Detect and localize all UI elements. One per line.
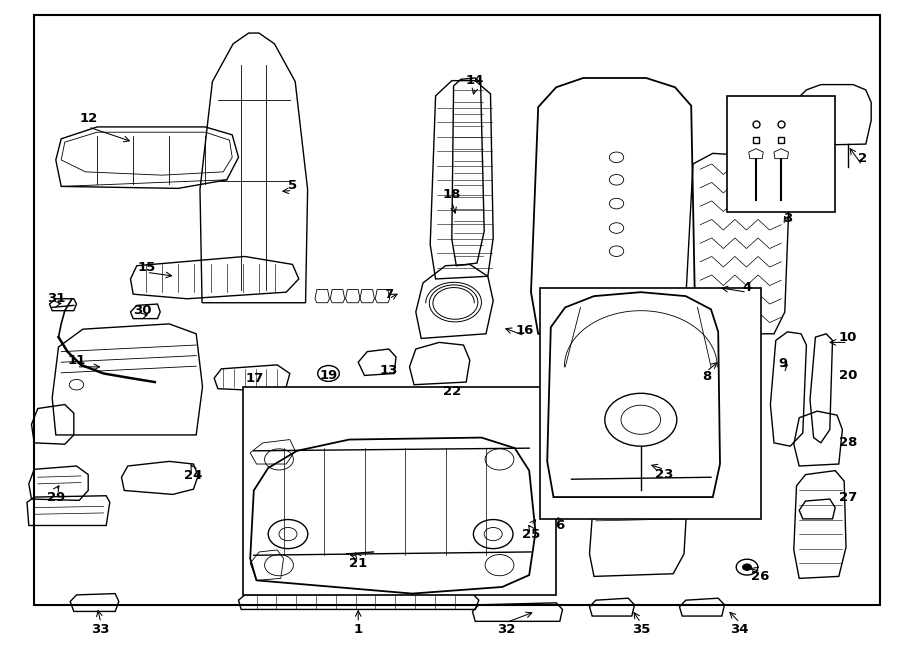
Text: 24: 24: [184, 469, 202, 483]
Bar: [34, 15, 880, 605]
Text: 25: 25: [522, 527, 540, 541]
Text: 20: 20: [839, 369, 857, 382]
Text: 12: 12: [79, 112, 97, 126]
Text: 3: 3: [783, 212, 792, 225]
Text: 32: 32: [497, 623, 515, 636]
Text: 28: 28: [839, 436, 857, 449]
Text: 18: 18: [443, 188, 461, 202]
Text: 21: 21: [349, 557, 367, 570]
Bar: [243, 387, 556, 595]
Text: 34: 34: [731, 623, 749, 636]
Text: 4: 4: [742, 281, 752, 294]
Text: 19: 19: [320, 369, 338, 382]
Text: 27: 27: [839, 490, 857, 504]
Bar: [727, 96, 835, 212]
Text: 17: 17: [246, 371, 264, 385]
Text: 1: 1: [354, 623, 363, 636]
Text: 7: 7: [384, 288, 393, 301]
Text: 2: 2: [858, 152, 867, 165]
Circle shape: [546, 511, 555, 518]
Text: 9: 9: [778, 357, 788, 370]
Text: 14: 14: [466, 74, 484, 87]
Text: 33: 33: [92, 623, 110, 636]
Text: 11: 11: [68, 354, 86, 367]
Text: 13: 13: [380, 364, 398, 377]
Bar: [540, 288, 760, 519]
Text: 16: 16: [516, 324, 534, 337]
Text: 26: 26: [752, 570, 770, 583]
Text: 15: 15: [138, 261, 156, 274]
Text: 5: 5: [288, 178, 297, 192]
Text: 35: 35: [632, 623, 650, 636]
Text: 8: 8: [702, 370, 711, 383]
Text: 29: 29: [47, 490, 65, 504]
Text: 22: 22: [443, 385, 461, 398]
Text: 6: 6: [555, 519, 564, 532]
Text: 30: 30: [133, 304, 151, 317]
Text: 31: 31: [47, 292, 65, 305]
Text: 10: 10: [839, 330, 857, 344]
Circle shape: [742, 564, 752, 570]
Text: 23: 23: [655, 468, 673, 481]
